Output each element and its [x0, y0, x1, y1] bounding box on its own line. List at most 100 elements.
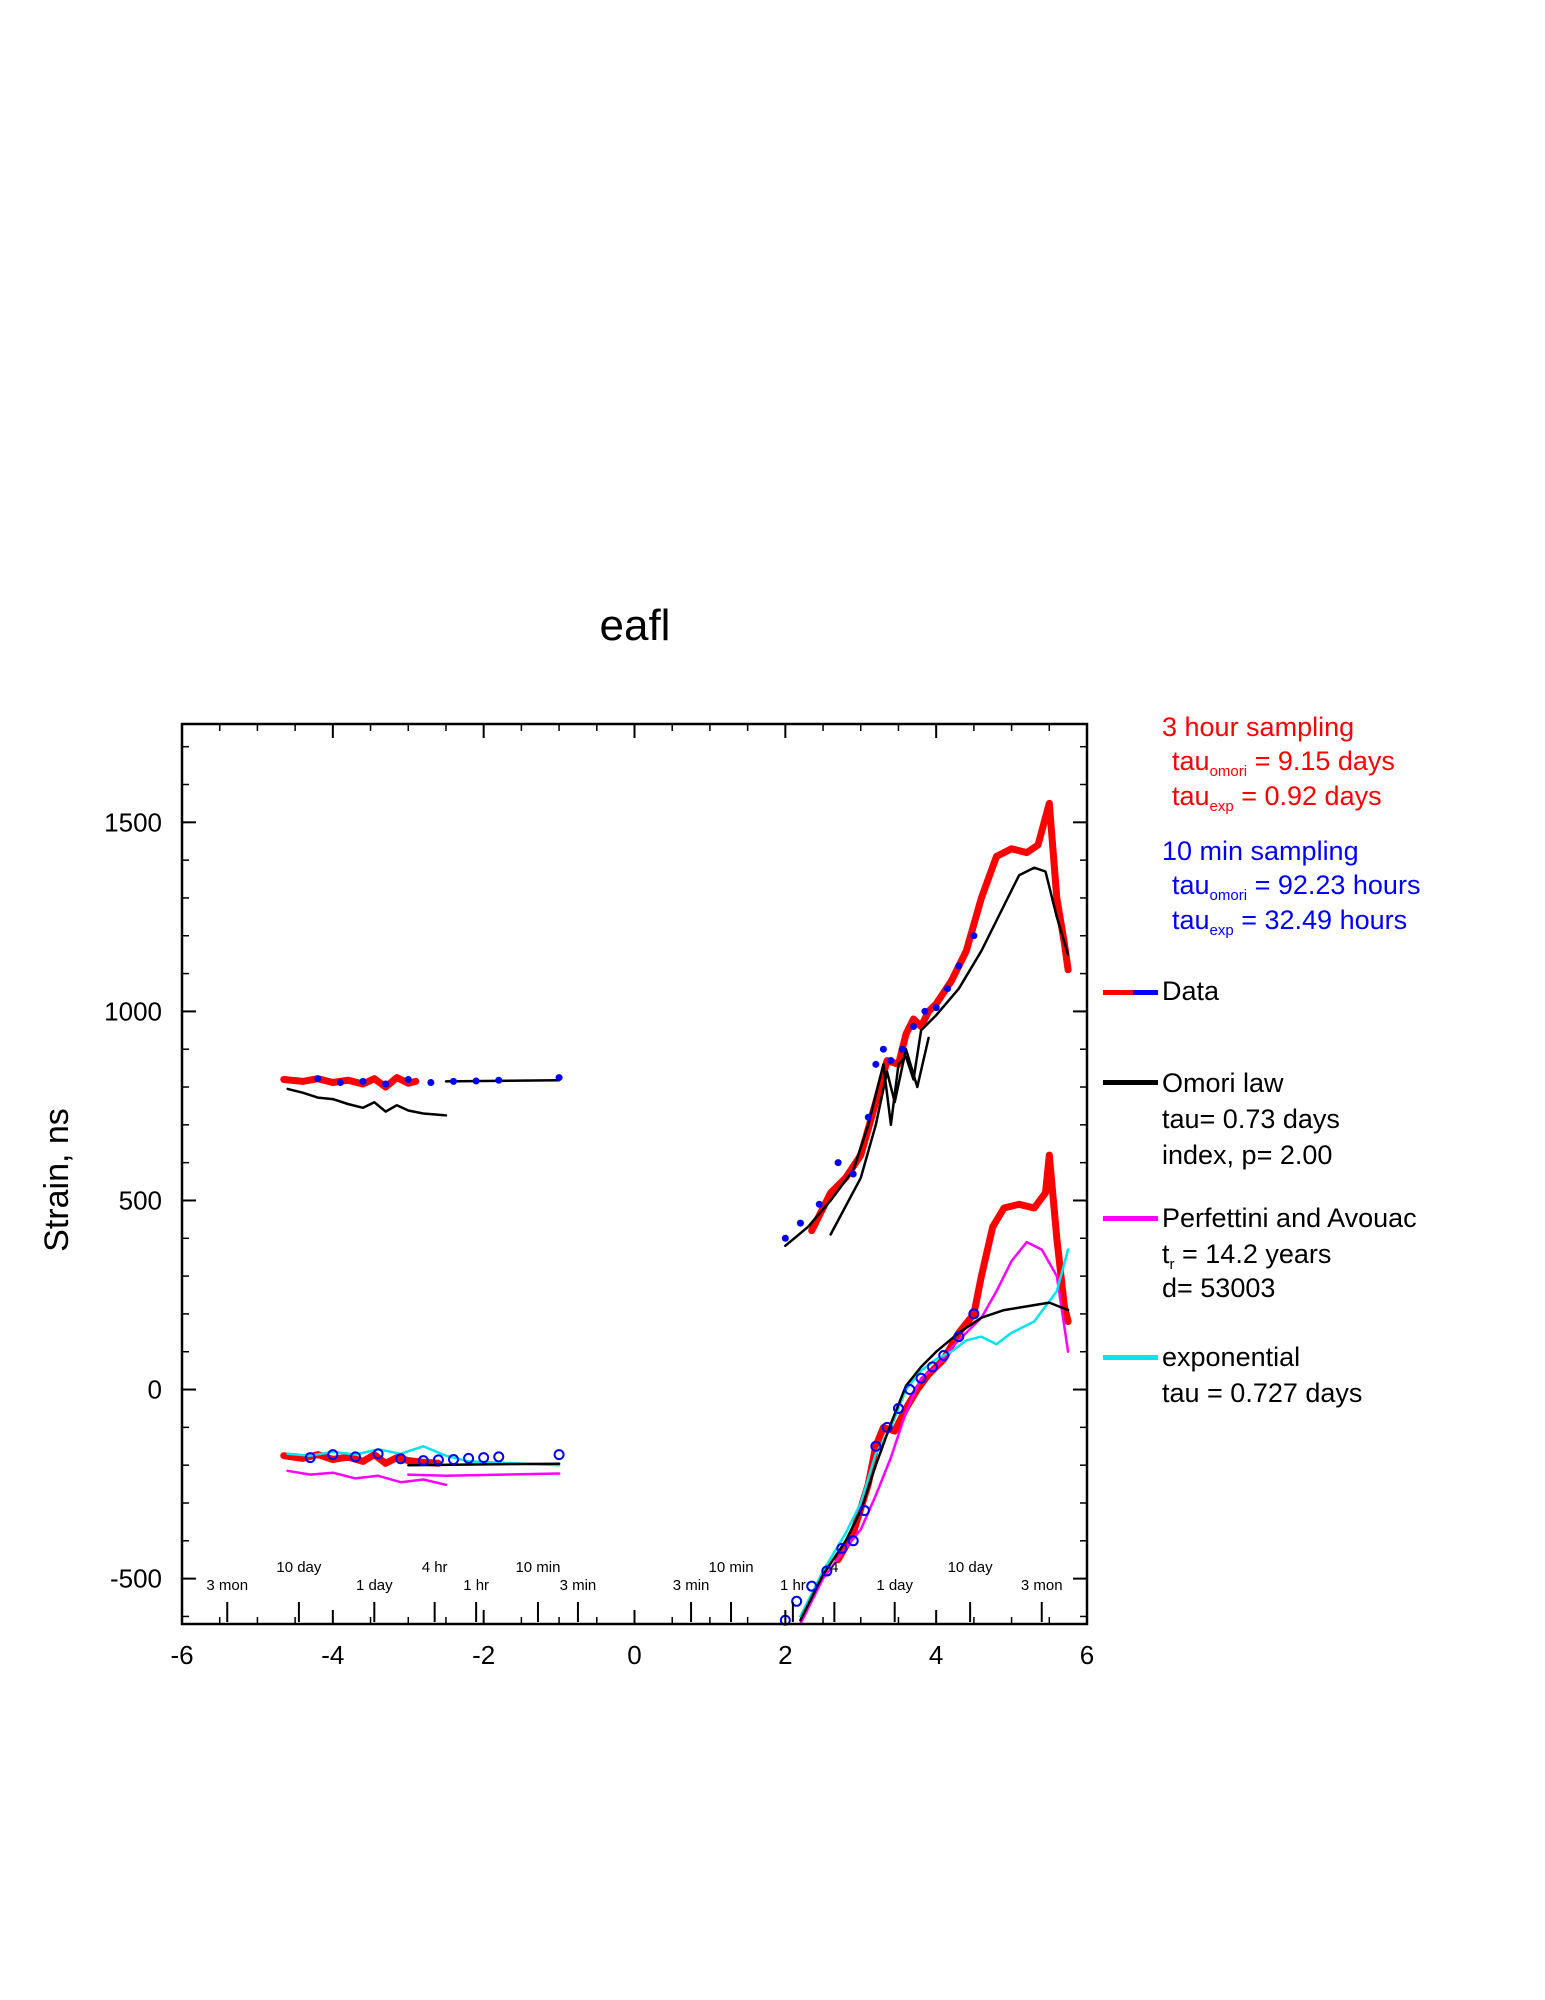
series-magenta-line-2: [799, 1240, 1070, 1626]
data-point: [921, 1007, 929, 1015]
series-black-line-2: [407, 1462, 561, 1467]
data-point: [970, 932, 978, 940]
data-point: [781, 1234, 789, 1242]
series-magenta-line-1: [407, 1472, 561, 1478]
data-point: [304, 1452, 316, 1464]
data-point: [904, 1384, 916, 1396]
time-scale-label: 1 day: [876, 1577, 913, 1594]
x-tick-label: 2: [778, 1640, 792, 1670]
data-point: [859, 1505, 871, 1517]
blue-tau-exp: tauexp = 32.49 hours: [1172, 905, 1408, 939]
series-red-thick-2: [808, 799, 1072, 1235]
legend-exponential-label: exponential: [1162, 1342, 1301, 1372]
data-point: [349, 1451, 361, 1463]
data-point: [359, 1077, 367, 1085]
data-point: [427, 1078, 435, 1086]
data-point: [448, 1454, 459, 1466]
data-point: [493, 1451, 505, 1463]
series-black-line-3: [784, 866, 1070, 1248]
data-point: [834, 1159, 842, 1167]
data-point: [327, 1449, 339, 1461]
data-point: [881, 1421, 893, 1433]
red-tau-exp: tauexp = 0.92 days: [1172, 781, 1382, 815]
data-point: [892, 1402, 904, 1414]
data-point: [955, 962, 963, 970]
blue-sampling-header: 10 min sampling: [1162, 836, 1359, 866]
series-black-line-5: [799, 1301, 1070, 1622]
legend-omori-label: Omori law: [1162, 1068, 1284, 1098]
legend-data-blue-swatch: [1133, 990, 1158, 995]
chart-title: eafl: [600, 601, 671, 650]
y-tick-label: 1000: [104, 996, 162, 1026]
data-point: [943, 985, 951, 993]
data-point: [463, 1452, 475, 1464]
legend-exponential-swatch: [1103, 1355, 1158, 1360]
series-cyan-line-1: [799, 1248, 1070, 1618]
legend-data-red-swatch: [1103, 990, 1133, 995]
data-point: [450, 1077, 457, 1085]
legend-omori-index: index, p= 2.00: [1162, 1140, 1333, 1170]
data-point: [879, 1045, 887, 1053]
legend-perfettini-label: Perfettini and Avouac: [1162, 1203, 1417, 1233]
time-scale-label: 4: [830, 1559, 838, 1576]
data-point: [836, 1542, 848, 1554]
data-point: [382, 1080, 390, 1088]
series-red-thick-0: [280, 1074, 420, 1091]
series-layer: [280, 799, 1072, 1626]
data-point: [404, 1075, 412, 1083]
series-black-line-0: [286, 1087, 448, 1117]
data-point: [864, 1113, 872, 1121]
data-point: [806, 1580, 818, 1592]
axis-layer: -6 -4 -2 0 2 4 6 -500 0 500 1000 1500 3 mon 10 day 1 d…: [104, 724, 1094, 1670]
legend-omori-swatch: [1103, 1080, 1158, 1085]
data-point: [872, 1060, 880, 1068]
time-scale-label: 3 min: [673, 1577, 710, 1594]
data-point: [847, 1535, 859, 1547]
data-point: [815, 1200, 823, 1208]
time-scale-label: 3 min: [560, 1577, 597, 1594]
x-tick-label: 6: [1080, 1640, 1094, 1670]
data-point: [417, 1455, 429, 1467]
data-point: [495, 1076, 503, 1084]
legend-exponential-tau: tau = 0.727 days: [1162, 1378, 1363, 1408]
data-point: [791, 1595, 803, 1607]
data-point: [336, 1078, 344, 1086]
time-scale-label: 10 day: [276, 1559, 322, 1576]
time-scale-label: 1 day: [356, 1577, 393, 1594]
data-point: [910, 1023, 918, 1031]
series-black-line-1: [444, 1078, 561, 1083]
data-point: [938, 1350, 950, 1362]
y-tick-label: 500: [119, 1185, 162, 1215]
time-scale-label: 4 hr: [422, 1559, 448, 1576]
y-tick-label: -500: [110, 1564, 162, 1594]
data-point: [968, 1308, 980, 1320]
data-point: [395, 1453, 407, 1465]
data-point: [926, 1361, 938, 1373]
series-red-thick-3: [834, 1151, 1072, 1564]
y-tick-label: 1500: [104, 807, 162, 837]
series-magenta-line-0: [286, 1469, 448, 1487]
data-point: [915, 1372, 927, 1384]
data-point: [314, 1075, 322, 1083]
blue-tau-omori: tauomori = 92.23 hours: [1172, 870, 1421, 904]
data-point: [432, 1454, 444, 1466]
y-tick-label: 0: [148, 1375, 162, 1405]
x-tick-label: 4: [929, 1640, 943, 1670]
legend-data-label: Data: [1162, 976, 1220, 1006]
data-point: [870, 1440, 882, 1452]
plot-frame: [180, 722, 1089, 1626]
data-point: [372, 1448, 384, 1460]
data-point: [796, 1219, 804, 1227]
x-tick-label: -6: [170, 1640, 193, 1670]
legend-perfettini-tr: tr = 14.2 years: [1162, 1239, 1332, 1273]
time-scale-label: 3 mon: [1021, 1577, 1063, 1594]
time-scale-label: 10 min: [709, 1559, 754, 1576]
legend-omori-tau: tau= 0.73 days: [1162, 1104, 1340, 1134]
y-axis-label: Strain, ns: [38, 1108, 76, 1252]
legend-perfettini-swatch: [1103, 1216, 1158, 1221]
x-tick-label: -2: [472, 1640, 495, 1670]
time-scale-label: 10 min: [515, 1559, 560, 1576]
time-scale-label: 10 day: [948, 1559, 994, 1576]
time-scale-label: 1 hr: [780, 1577, 806, 1594]
